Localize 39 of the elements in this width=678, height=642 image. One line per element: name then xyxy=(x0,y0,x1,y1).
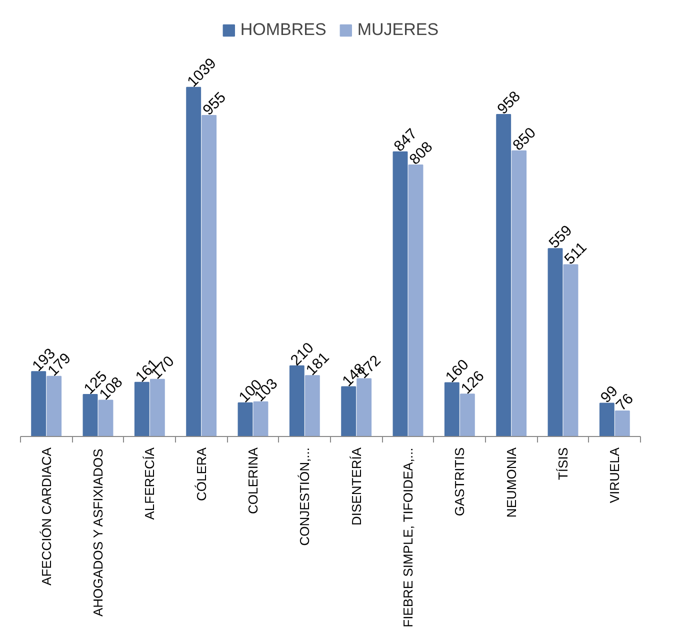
bar xyxy=(341,386,356,436)
data-label: 958 xyxy=(494,88,524,118)
bar xyxy=(408,164,424,436)
x-tick-label: COLERINA xyxy=(246,447,260,514)
bar xyxy=(496,114,512,436)
bar xyxy=(548,248,563,436)
x-tick-label: FIEBRE SIMPLE, TIFOIDEA,... xyxy=(400,448,416,628)
bar xyxy=(202,115,217,436)
bar xyxy=(444,382,460,436)
bar xyxy=(512,150,527,436)
bar xyxy=(253,401,268,436)
x-tick-label: AHOGADOS Y ASFIXIADOS xyxy=(90,448,106,617)
x-tick-label: NEUMONIA xyxy=(504,447,519,518)
bar xyxy=(82,394,98,436)
bar xyxy=(289,365,304,436)
data-label: 850 xyxy=(510,124,540,154)
legend-label: MUJERES xyxy=(357,20,439,40)
bar xyxy=(186,86,202,436)
x-tick-label: GASTRITIS xyxy=(452,447,468,516)
bar xyxy=(563,264,578,436)
bar xyxy=(599,402,614,436)
bar xyxy=(238,402,253,436)
x-tick-label: VIRUELA xyxy=(607,447,622,504)
x-tick-label: AFECCIÓN CARDIACA xyxy=(38,447,54,586)
bar xyxy=(46,376,62,436)
bar xyxy=(98,400,114,436)
bar xyxy=(134,382,150,436)
x-tick-label: DISENTERÍA xyxy=(348,447,364,526)
bar xyxy=(460,394,475,436)
bar xyxy=(392,151,408,436)
x-tick-label: CÓLERA xyxy=(194,447,209,501)
x-tick-label: CONJESTIÓN,... xyxy=(297,447,312,546)
bar xyxy=(304,375,320,436)
bar xyxy=(31,371,46,436)
x-tick-label: TÍSIS xyxy=(556,447,570,480)
x-tick-label: ALFERECÍA xyxy=(142,447,158,520)
bar xyxy=(614,410,630,436)
legend-label: HOMBRES xyxy=(240,20,326,40)
data-label: 955 xyxy=(200,89,230,119)
